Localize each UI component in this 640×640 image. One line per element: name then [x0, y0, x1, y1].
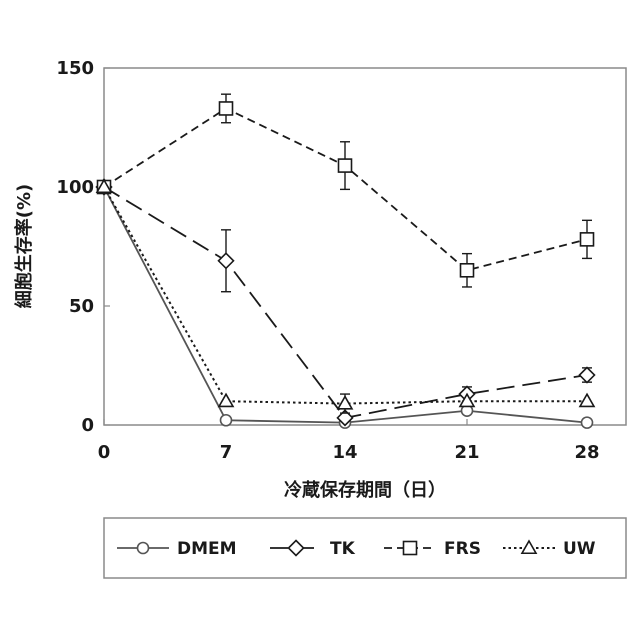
data-point-tk: [219, 253, 234, 268]
data-point-dmem: [221, 415, 232, 426]
series-tk: [97, 180, 595, 426]
legend-label: DMEM: [177, 539, 237, 559]
legend-marker: [138, 543, 149, 554]
y-tick-label: 100: [56, 177, 94, 198]
series-frs: [98, 94, 594, 287]
series-layer: [97, 94, 595, 428]
x-tick-label: 0: [98, 442, 111, 463]
data-point-frs: [581, 233, 594, 246]
series-uw: [97, 180, 594, 413]
y-tick-label: 0: [81, 415, 94, 436]
x-tick-label: 14: [332, 442, 357, 463]
legend-label: TK: [330, 539, 356, 559]
data-point-tk: [580, 368, 595, 383]
legend-label: UW: [563, 539, 596, 559]
x-axis-title: 冷蔵保存期間（日）: [284, 479, 446, 501]
y-tick-label: 150: [56, 58, 94, 79]
x-tick-label: 7: [220, 442, 233, 463]
x-tick-label: 21: [454, 442, 479, 463]
y-axis-title: 細胞生存率(%): [13, 184, 35, 309]
series-dmem: [99, 182, 593, 429]
legend-marker: [404, 542, 417, 555]
legend-label: FRS: [444, 539, 481, 559]
data-point-frs: [339, 159, 352, 172]
series-line-uw: [104, 187, 587, 404]
data-point-uw: [219, 394, 233, 406]
series-line-tk: [104, 187, 587, 418]
data-point-uw: [580, 394, 594, 406]
data-point-dmem: [582, 417, 593, 428]
data-point-frs: [461, 264, 474, 277]
plot-frame: [104, 68, 626, 425]
x-tick-label: 28: [574, 442, 599, 463]
data-point-frs: [220, 102, 233, 115]
y-tick-label: 50: [69, 296, 94, 317]
